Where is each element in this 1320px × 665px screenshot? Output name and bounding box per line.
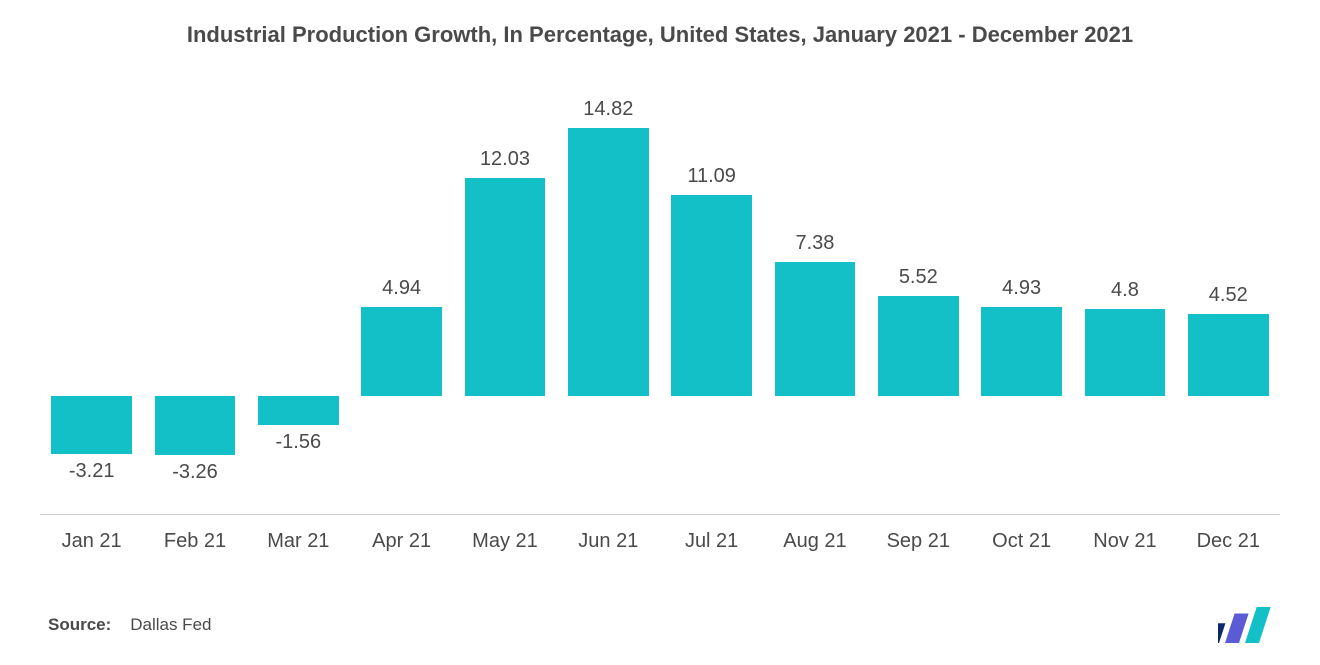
x-axis-label: Oct 21 <box>970 530 1073 553</box>
bar <box>361 307 442 397</box>
bar-slot: 4.93 <box>970 70 1073 505</box>
x-axis-label: May 21 <box>453 530 556 553</box>
x-axis-label: Sep 21 <box>867 530 970 553</box>
chart-title: Industrial Production Growth, In Percent… <box>0 22 1320 48</box>
bar-slot: 4.8 <box>1073 70 1176 505</box>
bar-value-label: 14.82 <box>583 98 633 121</box>
x-axis-label: Nov 21 <box>1073 530 1176 553</box>
bar <box>465 178 546 396</box>
x-axis-label: Feb 21 <box>143 530 246 553</box>
bar <box>878 296 959 396</box>
x-axis-label: Dec 21 <box>1177 530 1280 553</box>
bar <box>1085 309 1166 396</box>
x-axis-labels: Jan 21Feb 21Mar 21Apr 21May 21Jun 21Jul … <box>40 530 1280 553</box>
x-axis-label: Aug 21 <box>763 530 866 553</box>
bar <box>258 396 339 424</box>
bar-slot: 14.82 <box>557 70 660 505</box>
bar-value-label: 4.94 <box>382 277 421 300</box>
brand-logo-icon <box>1218 603 1272 643</box>
bar <box>775 262 856 396</box>
bar-slot: 11.09 <box>660 70 763 505</box>
bar <box>1188 314 1269 396</box>
bar-value-label: -3.26 <box>172 461 218 484</box>
x-axis-label: Mar 21 <box>247 530 350 553</box>
source-label: Source: <box>48 615 111 634</box>
bar <box>671 195 752 396</box>
bar-value-label: -3.21 <box>69 460 115 483</box>
bar-value-label: 7.38 <box>795 232 834 255</box>
source-text: Dallas Fed <box>130 615 211 634</box>
bar-slot: -1.56 <box>247 70 350 505</box>
x-axis-label: Apr 21 <box>350 530 453 553</box>
source-attribution: Source: Dallas Fed <box>48 615 211 635</box>
bar-value-label: -1.56 <box>276 431 322 454</box>
bar <box>568 128 649 397</box>
bar <box>51 396 132 454</box>
bar-value-label: 12.03 <box>480 148 530 171</box>
x-axis-line <box>40 514 1280 515</box>
bars-group: -3.21 -3.26 -1.56 4.94 12.03 14.82 11.09 7.38 5.… <box>40 70 1280 505</box>
bar <box>981 307 1062 396</box>
x-axis-label: Jun 21 <box>557 530 660 553</box>
bar-value-label: 11.09 <box>687 165 736 188</box>
plot-area: -3.21 -3.26 -1.56 4.94 12.03 14.82 11.09 7.38 5.… <box>40 70 1280 505</box>
bar-value-label: 5.52 <box>899 266 938 289</box>
bar-value-label: 4.93 <box>1002 277 1041 300</box>
bar-slot: 5.52 <box>867 70 970 505</box>
bar-value-label: 4.52 <box>1209 284 1248 307</box>
bar <box>155 396 236 455</box>
bar-slot: -3.26 <box>143 70 246 505</box>
bar-value-label: 4.8 <box>1111 279 1139 302</box>
bar-slot: 4.94 <box>350 70 453 505</box>
x-axis-label: Jul 21 <box>660 530 763 553</box>
bar-slot: 4.52 <box>1177 70 1280 505</box>
chart-container: Industrial Production Growth, In Percent… <box>0 0 1320 665</box>
bar-slot: 7.38 <box>763 70 866 505</box>
bar-slot: -3.21 <box>40 70 143 505</box>
x-axis-label: Jan 21 <box>40 530 143 553</box>
bar-slot: 12.03 <box>453 70 556 505</box>
